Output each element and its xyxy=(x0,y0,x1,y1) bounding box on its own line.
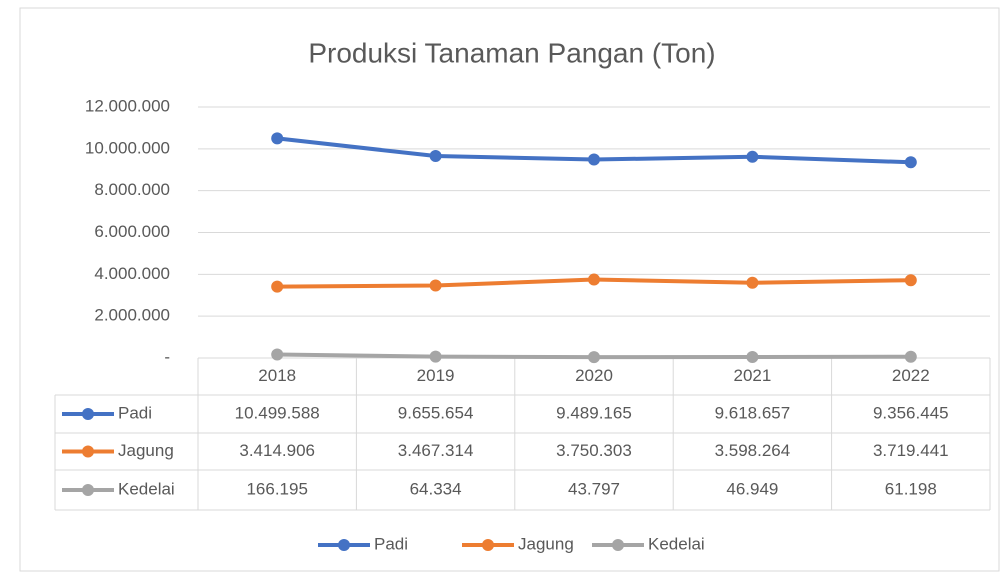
point xyxy=(271,348,284,361)
table-cell: 3.467.314 xyxy=(398,441,474,460)
legend-key xyxy=(612,539,624,551)
point xyxy=(271,132,284,145)
legend-label: Kedelai xyxy=(648,534,705,553)
point xyxy=(271,280,284,293)
legend-label: Jagung xyxy=(518,534,574,553)
x-tick-label: 2018 xyxy=(258,366,296,385)
point xyxy=(588,273,600,286)
table-cell: 3.598.264 xyxy=(715,441,791,460)
table-cell: 9.356.445 xyxy=(873,403,949,422)
point xyxy=(746,351,759,364)
table-cell: 3.750.303 xyxy=(556,441,632,460)
legend-label: Padi xyxy=(374,534,408,553)
table-row-label: Jagung xyxy=(118,441,174,460)
legend-key xyxy=(482,539,494,551)
y-tick-label: - xyxy=(164,347,170,366)
point xyxy=(588,153,600,166)
table-cell: 166.195 xyxy=(246,479,307,498)
table-cell: 3.414.906 xyxy=(239,441,315,460)
point xyxy=(429,279,442,292)
y-tick-label: 2.000.000 xyxy=(94,306,170,325)
point xyxy=(904,156,917,169)
y-tick-label: 12.000.000 xyxy=(85,96,170,115)
table-row-label: Padi xyxy=(118,403,152,422)
table-legend-key xyxy=(82,445,94,458)
x-tick-label: 2022 xyxy=(892,366,930,385)
y-tick-label: 4.000.000 xyxy=(94,264,170,283)
table-cell: 61.198 xyxy=(885,479,937,498)
y-tick-label: 8.000.000 xyxy=(94,180,170,199)
table-cell: 9.489.165 xyxy=(556,403,632,422)
table-cell: 64.334 xyxy=(410,479,462,498)
point xyxy=(588,351,600,364)
table-legend-key xyxy=(82,408,94,420)
table-cell: 10.499.588 xyxy=(235,403,320,422)
y-tick-label: 6.000.000 xyxy=(94,222,170,241)
x-tick-label: 2019 xyxy=(417,366,455,385)
y-tick-label: 10.000.000 xyxy=(85,138,170,157)
legend-key xyxy=(338,539,350,551)
table-cell: 46.949 xyxy=(726,479,778,498)
point xyxy=(904,350,917,363)
table-row-label: Kedelai xyxy=(118,479,175,498)
point xyxy=(904,274,917,287)
point xyxy=(746,150,759,163)
chart-area xyxy=(19,7,1000,572)
x-tick-label: 2020 xyxy=(575,366,613,385)
table-cell: 9.655.654 xyxy=(398,403,474,422)
table-cell: 9.618.657 xyxy=(715,403,791,422)
table-cell: 3.719.441 xyxy=(873,441,949,460)
point xyxy=(746,276,759,289)
point xyxy=(429,350,442,363)
chart-title: Produksi Tanaman Pangan (Ton) xyxy=(308,37,715,68)
table-legend-key xyxy=(82,484,94,496)
x-tick-label: 2021 xyxy=(733,366,771,385)
point xyxy=(429,150,442,163)
table-cell: 43.797 xyxy=(568,479,620,498)
